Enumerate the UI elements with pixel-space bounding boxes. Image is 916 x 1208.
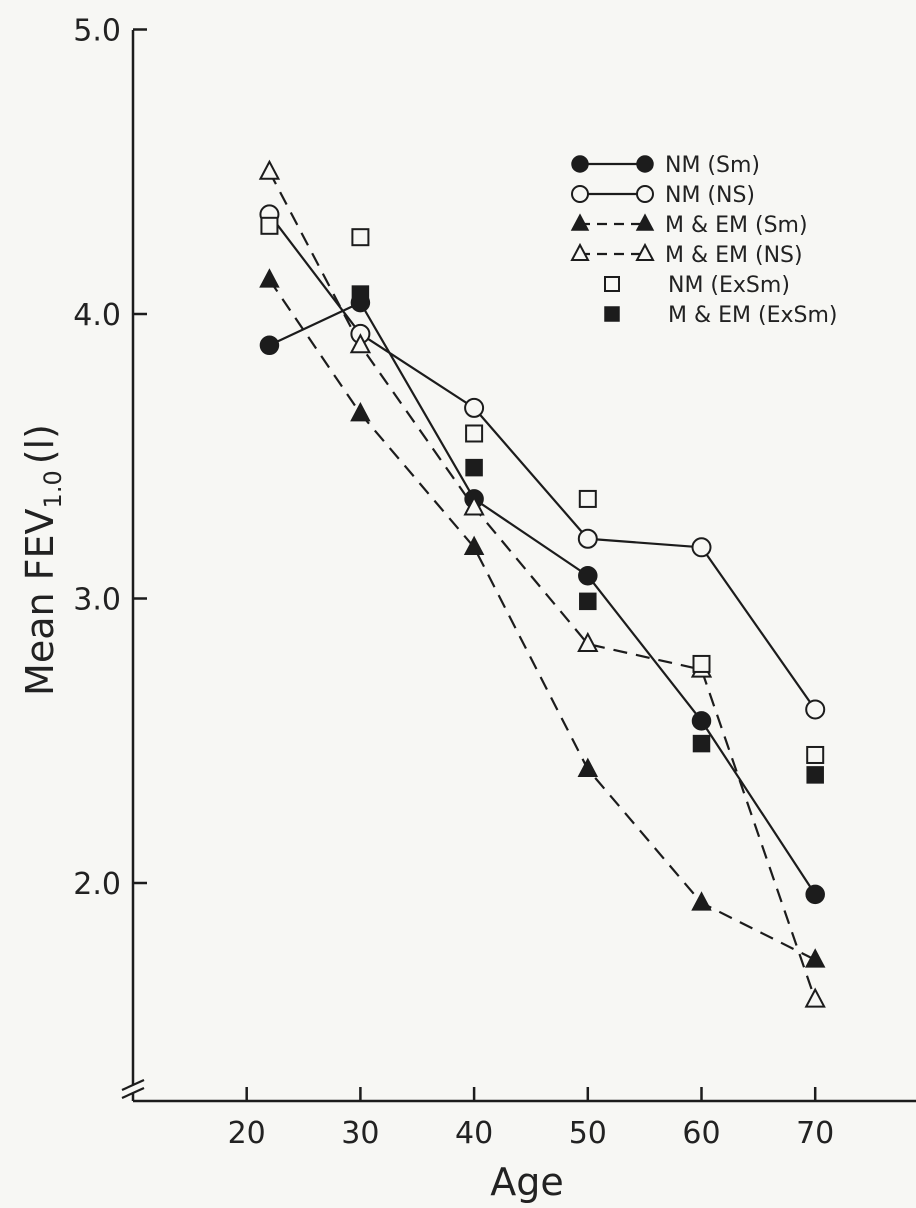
data-point-filled-triangle [691,891,712,911]
data-point-open-triangle [577,631,599,653]
data-point-open-square [692,654,711,673]
legend-label: NM (NS) [665,183,755,208]
data-point-filled-square [465,458,483,477]
x-axis-title: Age [490,1160,564,1204]
legend-label: M & EM (NS) [665,243,803,268]
data-point-open-square [351,228,370,247]
marker-open-triangle [635,242,655,261]
marker-open-triangle [570,242,590,261]
data-point-filled-circle [578,565,598,586]
series-line-3 [268,171,817,1001]
y-tick-label: 4.0 [73,298,121,333]
data-point-open-circle [577,528,598,549]
series-line-2 [268,279,816,961]
marker-open-square [604,276,620,292]
x-tick-label: 70 [796,1116,834,1151]
legend-item: M & EM (Sm) [570,213,808,238]
marker-filled-triangle [635,213,655,231]
data-point-filled-square [806,766,824,784]
data-point-open-triangle [804,987,826,1008]
legend-item: M & EM (NS) [570,242,803,268]
y-axis-title-subscript: 1.0 [39,470,67,508]
data-point-filled-triangle [259,268,280,288]
data-point-filled-triangle [463,535,485,556]
data-point-open-circle [805,699,826,720]
legend-item: NM (Sm) [571,153,760,178]
marker-filled-square [604,306,620,322]
data-point-open-triangle [349,333,372,354]
x-tick-label: 20 [228,1116,266,1151]
marker-open-circle [636,185,654,203]
marker-filled-triangle [570,213,590,231]
y-tick-label: 3.0 [73,583,121,618]
legend-item: NM (ExSm) [604,273,790,298]
data-point-filled-square [692,734,711,753]
legend-label: M & EM (ExSm) [668,303,837,328]
data-point-filled-circle [691,711,712,731]
marker-open-circle [571,185,589,203]
y-tick-label: 5.0 [73,14,121,49]
data-point-filled-triangle [804,948,826,968]
legend-label: NM (ExSm) [668,273,790,298]
x-tick-label: 60 [682,1116,720,1151]
y-axis-title: Mean FEV1.0 (l) [18,424,67,696]
marker-filled-circle [571,155,589,173]
x-tick-label: 30 [341,1116,379,1151]
legend: NM (Sm) NM (NS) M & EM (Sm) M & EM (NS) NM (… [570,153,837,328]
legend-label: M & EM (Sm) [665,213,808,238]
series-line-1 [268,213,817,711]
series-lines [268,171,817,1001]
series-line-0 [268,301,817,895]
data-point-open-square [578,489,597,508]
y-axis-title-unit: (l) [18,424,62,464]
y-tick-label: 2.0 [73,867,121,902]
data-point-open-square [260,216,279,235]
legend-item: NM (NS) [571,183,755,208]
axes: 2.0 3.0 4.0 5.0 20 30 40 50 60 70 Age Mean FEV1.0 (l… [18,14,916,1204]
data-point-open-square [806,745,825,764]
data-point-filled-triangle [350,401,371,422]
legend-item: M & EM (ExSm) [604,303,837,328]
data-point-open-triangle [463,495,485,516]
data-point-open-circle [464,397,485,418]
data-markers [258,159,826,1008]
y-axis-title-main: Mean FEV [18,508,62,695]
data-point-filled-square [351,285,370,303]
axis-break-mark [121,1086,145,1100]
axis-break-mark [121,1078,145,1092]
data-point-open-triangle [258,159,281,180]
legend-label: NM (Sm) [665,153,760,178]
data-point-filled-square [579,592,597,611]
data-point-open-square [465,424,484,443]
data-point-open-circle [691,537,712,558]
data-point-filled-triangle [577,757,599,777]
x-tick-label: 40 [455,1116,493,1151]
data-point-filled-circle [259,335,280,356]
marker-filled-circle [636,155,654,173]
x-tick-label: 50 [569,1116,607,1151]
data-point-filled-circle [805,884,825,905]
